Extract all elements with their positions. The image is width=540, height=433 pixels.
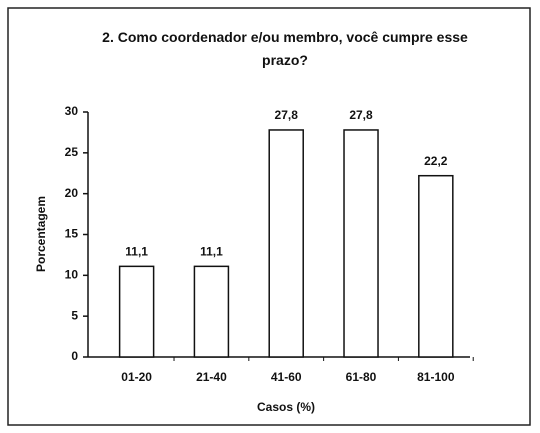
y-axis-label: Porcentagem bbox=[34, 196, 48, 272]
x-tick-label: 01-20 bbox=[121, 370, 152, 384]
x-tick-label: 81-100 bbox=[417, 370, 455, 384]
value-label: 11,1 bbox=[125, 245, 148, 259]
bar bbox=[418, 174, 454, 358]
y-tick-label: 5 bbox=[71, 308, 78, 322]
y-tick-label: 15 bbox=[65, 227, 79, 241]
x-tick-label: 61-80 bbox=[346, 370, 377, 384]
chart-title: 2. Como coordenador e/ou membro, você cu… bbox=[102, 29, 468, 68]
bar bbox=[193, 265, 230, 358]
y-tick-label: 30 bbox=[65, 104, 79, 118]
bar bbox=[268, 129, 304, 358]
x-tick-label: 21-40 bbox=[196, 370, 227, 384]
y-tick-label: 10 bbox=[65, 268, 79, 282]
x-axis-label: Casos (%) bbox=[257, 400, 315, 414]
bar bbox=[343, 129, 379, 358]
value-label: 22,2 bbox=[424, 154, 448, 168]
frame bbox=[7, 7, 531, 426]
value-label: 11,1 bbox=[200, 245, 223, 259]
value-label: 27,8 bbox=[275, 108, 299, 122]
x-tick-label: 41-60 bbox=[271, 370, 302, 384]
y-tick-label: 0 bbox=[71, 349, 78, 363]
y-tick-label: 25 bbox=[65, 145, 79, 159]
bar bbox=[118, 265, 155, 358]
value-label: 27,8 bbox=[349, 108, 373, 122]
y-tick-label: 20 bbox=[65, 186, 79, 200]
